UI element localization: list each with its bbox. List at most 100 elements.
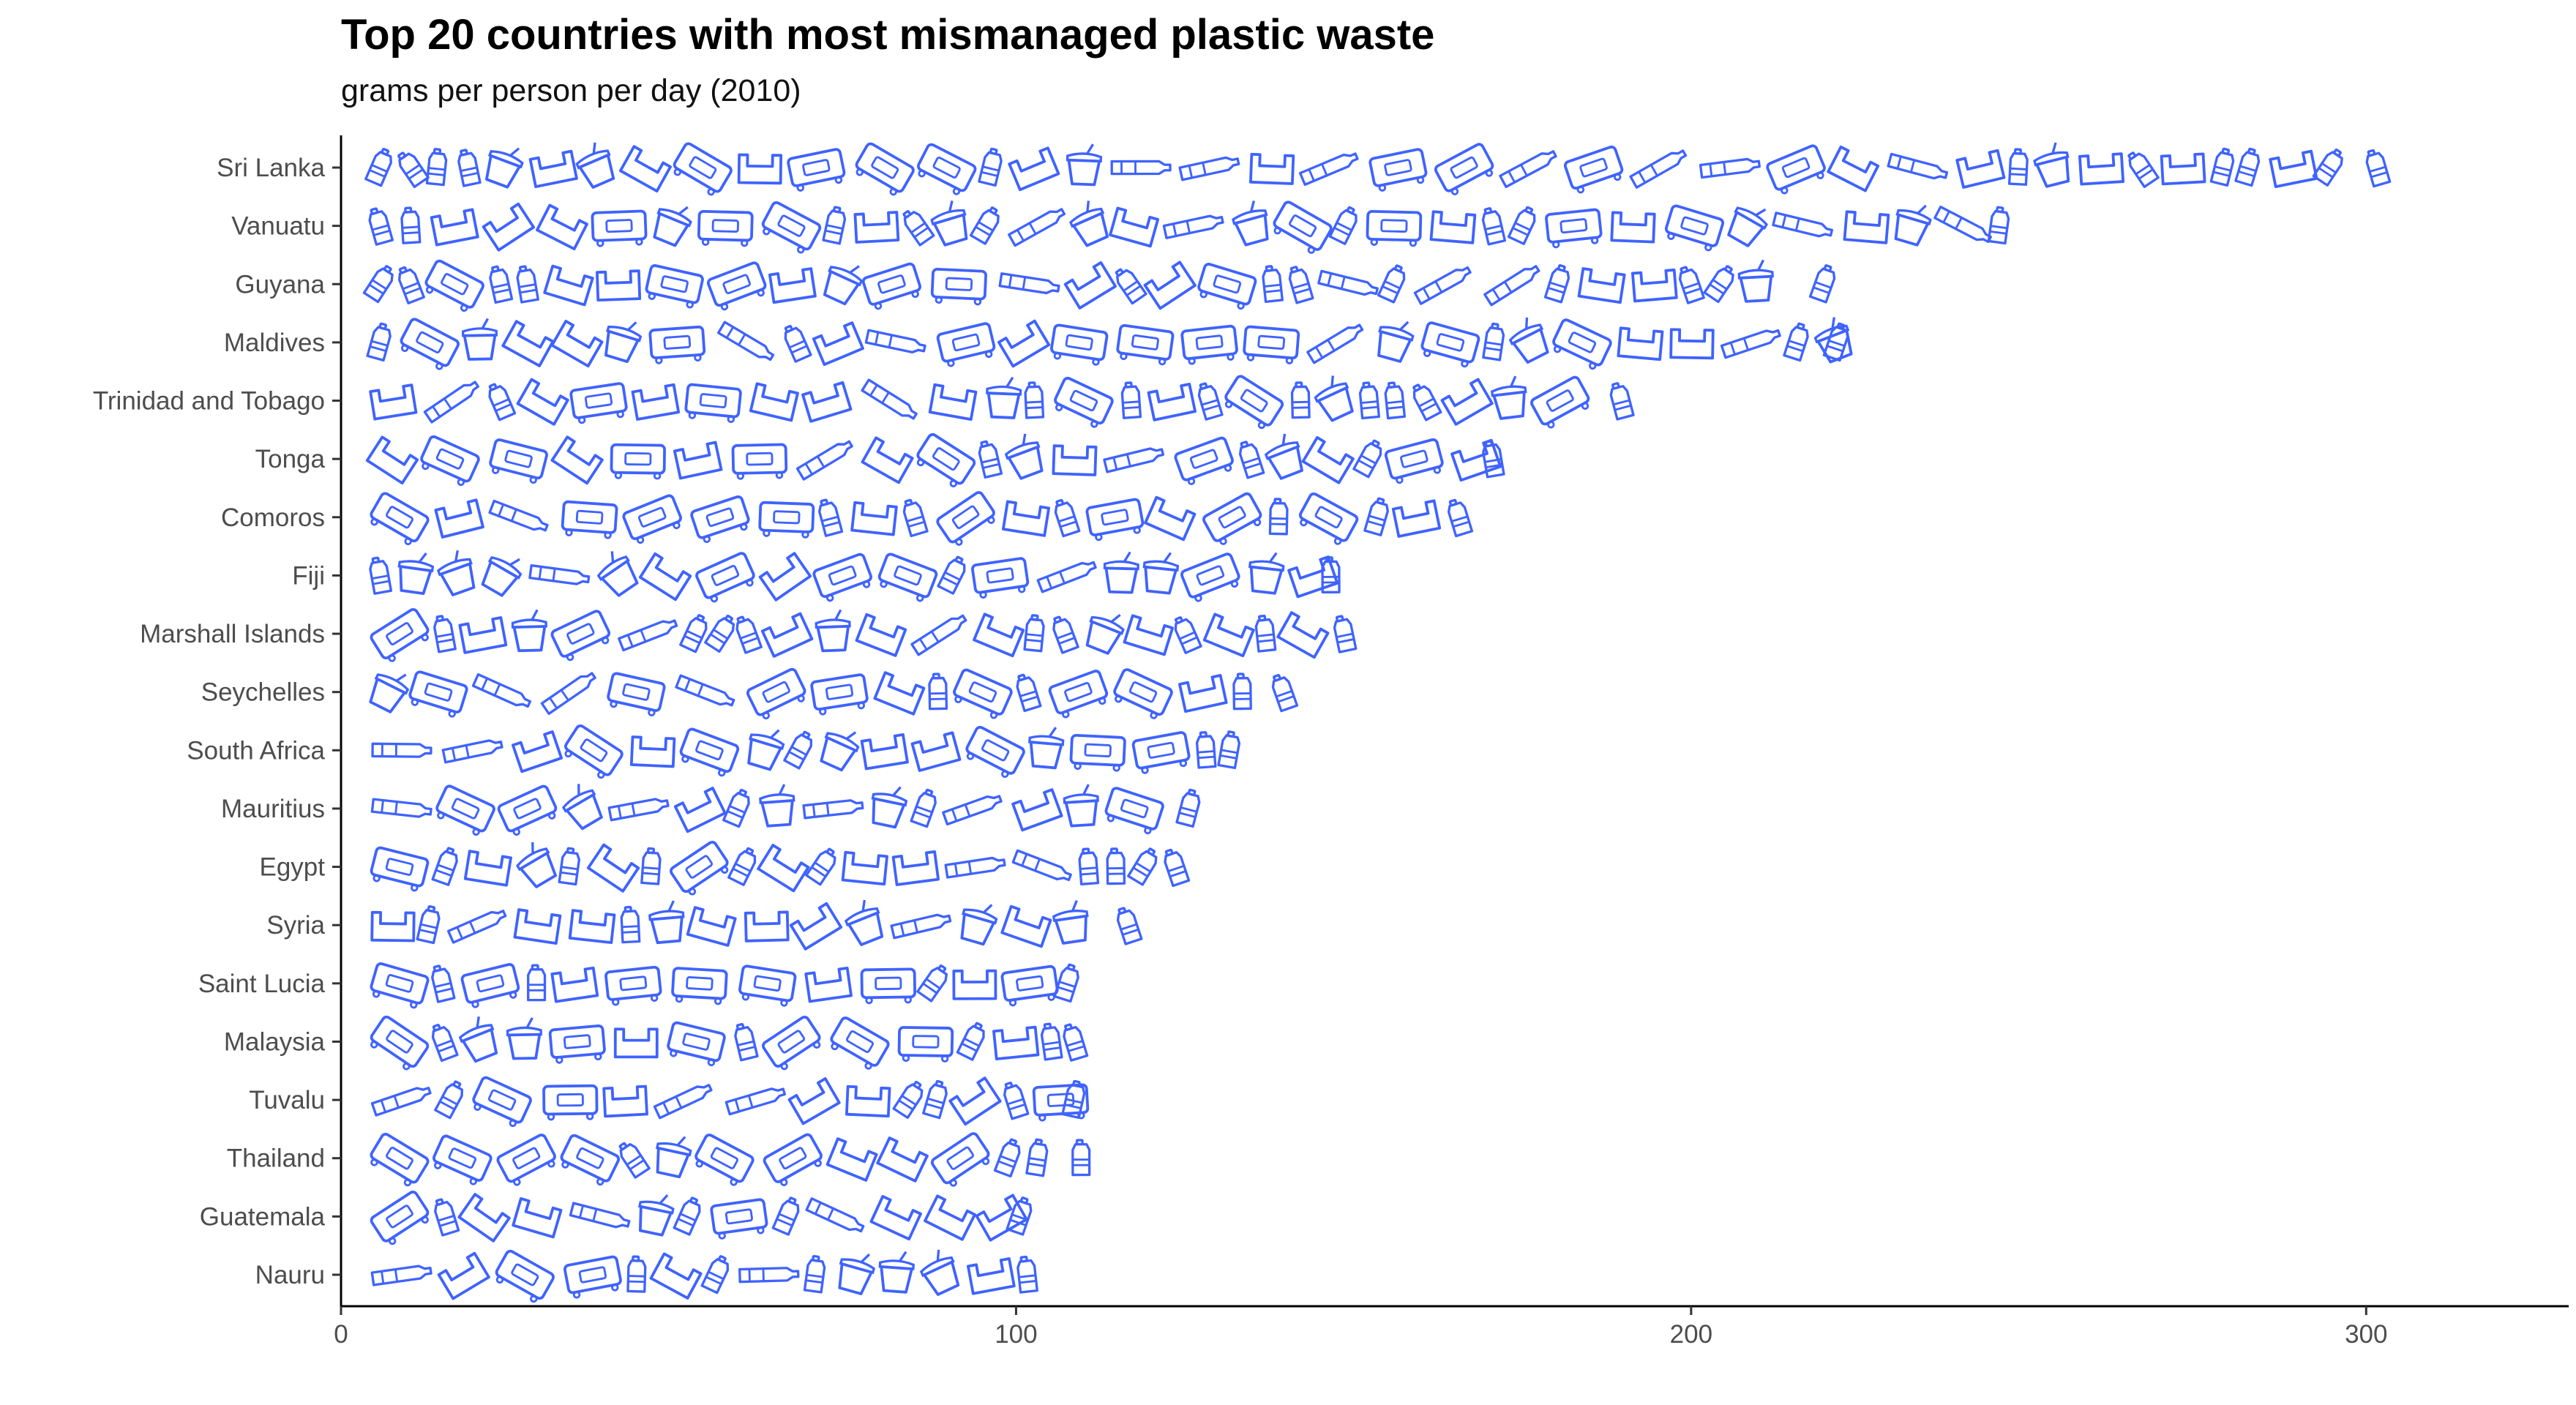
waste-icon [684,383,742,424]
bar [370,607,1358,662]
waste-icon [1276,611,1330,659]
waste-icon [919,1249,960,1296]
waste-icon [1174,616,1202,654]
waste-icon [1008,208,1066,247]
waste-icon [953,668,1013,719]
waste-icon [607,798,670,822]
waste-icon [366,322,392,362]
waste-icon [548,1024,606,1064]
waste-icon [2209,147,2235,187]
waste-icon [370,1133,430,1187]
waste-icon [425,148,448,187]
waste-icon [1563,145,1624,194]
waste-icon [749,382,799,422]
waste-icon [671,967,728,1005]
waste-icon [679,727,740,777]
waste-icon [969,206,1000,245]
waste-icon [673,1196,701,1236]
waste-icon [822,206,847,245]
waste-icon [890,913,952,940]
waste-icon [936,491,995,546]
waste-icon [460,963,520,1008]
waste-icon [860,733,909,771]
waste-icon [992,1025,1040,1061]
y-tick-label: Nauru [255,1261,325,1289]
waste-icon [1024,381,1045,419]
waste-icon [370,962,430,1009]
waste-icon [973,612,1025,658]
waste-icon [424,259,484,312]
waste-icon [365,435,419,485]
waste-icon [805,847,836,886]
waste-icon [1142,552,1180,595]
waste-icon [622,494,682,544]
waste-icon [1063,784,1099,828]
waste-icon [910,614,967,656]
waste-icon [686,906,737,947]
waste-icon [558,847,581,886]
y-tick-label: Fiji [292,561,325,590]
waste-icon [1217,730,1241,770]
waste-icon [631,383,681,421]
waste-icon [804,966,853,1003]
waste-icon [1011,788,1063,832]
waste-icon [1123,614,1175,656]
waste-icon [1290,381,1311,419]
waste-icon [1813,317,1853,364]
bar [370,1249,1038,1303]
waste-icon [371,742,433,758]
bar [370,1191,1033,1245]
waste-icon [1249,152,1295,185]
waste-icon [434,498,484,539]
waste-icon [787,1077,841,1125]
waste-icon [1025,1138,1049,1177]
waste-icon [488,499,549,532]
waste-icon [607,672,666,716]
waste-icon [1069,733,1126,772]
waste-icon [431,847,458,886]
waste-icon [1016,1255,1038,1294]
waste-icon [1069,201,1109,247]
waste-icon [446,910,507,944]
waste-icon [461,318,498,361]
waste-icon [1178,156,1240,181]
waste-icon [876,1136,929,1183]
waste-icon [737,153,783,185]
waste-icon [1887,152,1949,180]
waste-icon [369,383,418,421]
waste-icon [861,436,914,484]
waste-icon [1232,672,1252,711]
waste-icon [550,319,604,368]
waste-icon [1262,265,1284,304]
waste-icon [1482,322,1505,361]
waste-icon [823,265,864,306]
waste-icon [370,1264,433,1286]
waste-icon [1232,201,1269,247]
waste-icon [1545,208,1603,249]
waste-icon [1116,907,1143,945]
waste-icon [1066,143,1103,187]
waste-icon [550,435,604,485]
waste-icon [653,206,692,247]
waste-icon [569,1202,631,1229]
waste-icon [618,619,678,652]
waste-icon [1054,376,1114,428]
waste-icon [930,201,968,247]
waste-icon [902,210,935,247]
waste-icon [1543,263,1570,304]
waste-icon [489,265,514,304]
waste-icon [1103,551,1139,594]
waste-icon [484,147,524,189]
waste-icon [667,1021,726,1067]
waste-icon [1827,145,1880,192]
waste-icon [370,492,430,546]
waste-icon [760,612,814,658]
waste-icon [1052,444,1098,476]
waste-icon [916,432,976,487]
waste-icon [397,151,430,188]
waste-icon [1202,492,1262,545]
waste-icon [1669,328,1715,360]
waste-icon [871,786,908,829]
waste-icon [528,149,578,188]
waste-icon [434,1198,460,1237]
